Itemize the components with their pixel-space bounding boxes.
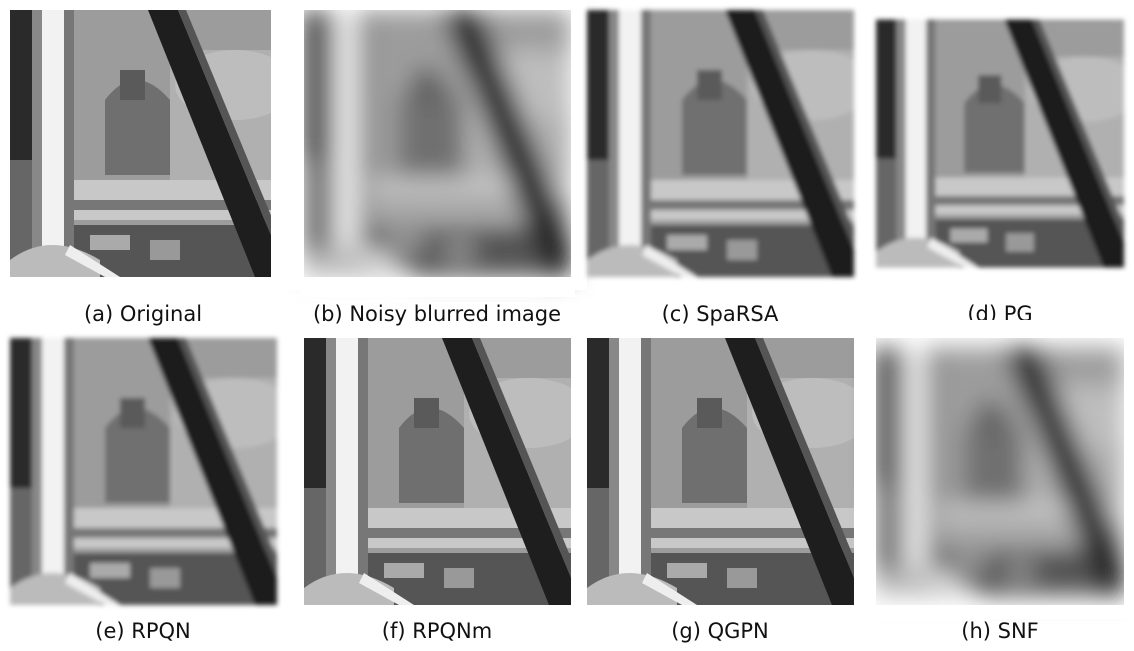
caption: (g) QGPN <box>671 619 769 643</box>
image <box>304 338 589 605</box>
panel: (f) RPQNm <box>304 338 589 643</box>
panel: (e) RPQN <box>10 338 295 643</box>
image <box>10 338 295 605</box>
panel: (c) SpaRSA <box>587 10 872 326</box>
panel: (g) QGPN <box>587 338 872 643</box>
image <box>587 10 872 277</box>
panel: (b) Noisy blurred image <box>271 0 589 326</box>
image <box>876 20 1134 268</box>
image <box>304 10 589 277</box>
panel: (h) SNF <box>854 320 1134 643</box>
image <box>587 338 872 605</box>
caption: (c) SpaRSA <box>662 302 779 326</box>
panel: (a) Original <box>10 10 295 326</box>
caption: (a) Original <box>84 302 202 326</box>
panel: (d) PG <box>876 20 1134 327</box>
figure: (a) Original (b) Noisy blurred image (c)… <box>0 0 1134 651</box>
caption: (b) Noisy blurred image <box>313 302 561 326</box>
caption: (e) RPQN <box>95 619 190 643</box>
caption: (f) RPQNm <box>382 619 492 643</box>
image <box>876 348 1134 596</box>
image <box>10 10 295 277</box>
caption: (h) SNF <box>961 619 1039 643</box>
